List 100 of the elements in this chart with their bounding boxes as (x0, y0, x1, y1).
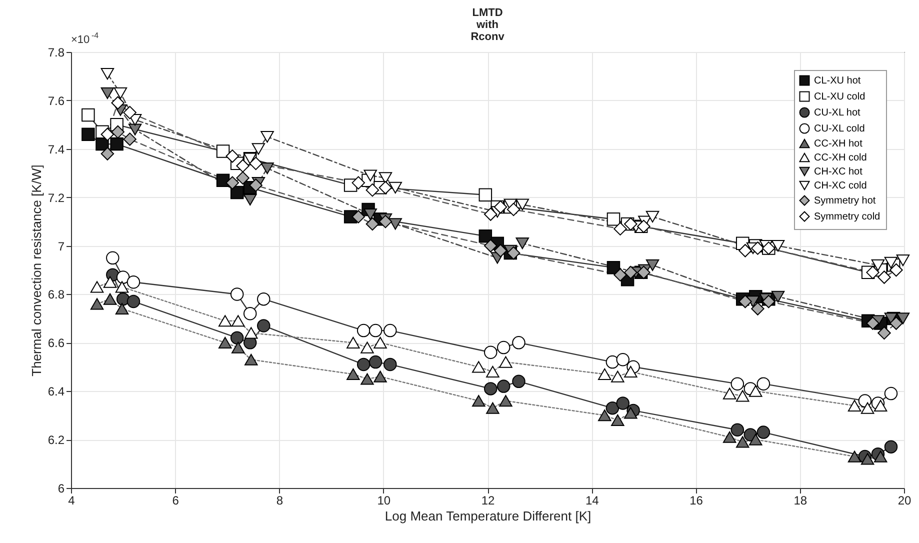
x-tick-label: 20 (898, 494, 912, 508)
point (378, 172, 392, 184)
point (236, 159, 250, 172)
point (884, 312, 898, 324)
point (126, 294, 140, 308)
point (82, 108, 95, 122)
point (860, 402, 874, 414)
point (100, 147, 114, 160)
point (516, 198, 530, 210)
point (364, 208, 377, 220)
point (236, 171, 250, 185)
legend-label: CC-XH cold (814, 152, 867, 164)
point (736, 390, 750, 402)
point (114, 87, 128, 99)
x-tick-label: 6 (172, 494, 180, 508)
x-tick-label: 8 (276, 494, 284, 508)
point (486, 366, 500, 378)
point (606, 355, 620, 369)
point (736, 436, 750, 448)
y-tick-label: 7.4 (48, 142, 65, 156)
point (646, 259, 660, 271)
point (100, 128, 114, 141)
point (257, 319, 270, 332)
point (884, 256, 898, 269)
point (360, 373, 374, 385)
point (378, 181, 392, 194)
point (890, 263, 903, 277)
point (128, 124, 142, 136)
point (103, 276, 117, 288)
point (249, 156, 262, 170)
point (878, 270, 891, 284)
x-tick-label: 14 (585, 494, 600, 508)
point (366, 183, 380, 197)
point (378, 214, 392, 228)
point (115, 302, 129, 315)
point (730, 377, 744, 390)
point (252, 143, 266, 155)
point (606, 212, 620, 226)
point (878, 326, 891, 340)
point (388, 218, 402, 230)
point (111, 125, 124, 139)
point (116, 270, 130, 284)
point (257, 292, 270, 306)
point (90, 281, 104, 293)
point (226, 150, 240, 163)
point (111, 96, 124, 110)
x-tick-label: 10 (377, 494, 391, 508)
x-tick-label: 18 (794, 494, 808, 508)
point (637, 220, 650, 234)
point (106, 251, 120, 264)
point (858, 394, 872, 408)
x-axis-title: Log Mean Temperature Different [K] (384, 508, 592, 524)
point (100, 68, 114, 80)
point (756, 377, 770, 390)
point (486, 402, 500, 414)
point (260, 130, 274, 143)
point (722, 431, 736, 443)
point (611, 370, 624, 382)
point (738, 294, 752, 308)
point (352, 176, 366, 190)
point (494, 244, 508, 258)
point (366, 217, 380, 231)
y-tick-label: 6 (58, 482, 65, 496)
y-tick-label: 6.2 (48, 433, 65, 448)
point (230, 186, 244, 200)
point (890, 316, 903, 330)
point (722, 388, 736, 400)
point (512, 374, 526, 388)
y-tick-label: 7.6 (48, 94, 65, 108)
point (346, 368, 360, 380)
point (231, 342, 245, 354)
point (494, 200, 508, 214)
point (499, 356, 512, 368)
point (230, 331, 244, 344)
legend-label: Symmetry cold (814, 212, 880, 222)
y-tick-label: 7.8 (48, 46, 65, 60)
point (243, 194, 257, 206)
point (606, 401, 620, 415)
point (356, 324, 370, 338)
point (484, 208, 498, 221)
point (624, 407, 638, 419)
point (762, 294, 776, 308)
point (374, 336, 387, 348)
point (866, 316, 880, 330)
point (384, 358, 397, 372)
x-tick-label: 16 (690, 494, 704, 508)
point (614, 268, 627, 282)
point (866, 266, 880, 280)
legend-label: CL-XU cold (814, 92, 866, 102)
legend-label: Symmetry hot (814, 196, 876, 206)
point (360, 342, 374, 354)
point (624, 266, 638, 280)
y-tick-label: 6.6 (48, 336, 65, 350)
point (249, 178, 262, 192)
point (90, 298, 104, 310)
point (368, 355, 382, 369)
point (244, 327, 258, 339)
point (82, 128, 95, 141)
point (598, 410, 612, 422)
point (771, 240, 785, 252)
